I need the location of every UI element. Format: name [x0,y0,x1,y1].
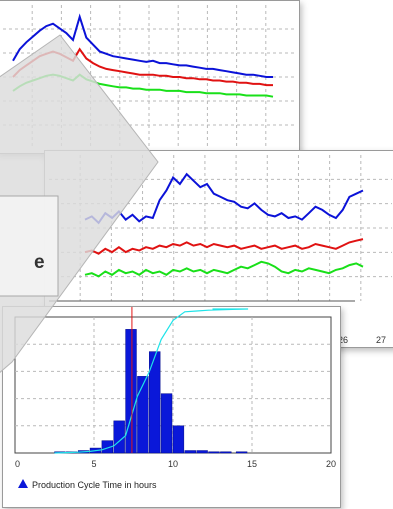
cycle-time-histogram: 0 5 10 15 20 Production Cycle Time in hours [2,306,341,508]
x-tick-label: 5 [91,459,96,469]
series-line-blue [12,13,273,78]
top-trend-plot [3,5,295,149]
x-tick-label: 27 [376,335,386,345]
histogram-bar [184,450,196,454]
histogram-plot: 0 5 10 15 20 Production Cycle Time in hours [14,307,336,490]
histogram-bar [208,451,220,454]
series-line-red [12,47,273,87]
x-tick-label: 20 [326,459,336,469]
histogram-bar [160,393,173,454]
x-tick-label: 15 [247,459,257,469]
legend-triangle-icon [18,479,28,488]
histogram-bar [125,329,137,454]
legend-label: Production Cycle Time in hours [32,480,157,490]
histogram-bar [235,451,248,454]
histogram-bar [196,450,208,454]
histogram-bar [113,420,125,454]
callout-text: e [34,252,45,273]
series-line-red [84,238,364,255]
histogram-bar [137,376,149,454]
histogram-bar [220,451,232,454]
x-tick-label: 0 [15,459,20,469]
series-line-blue [84,172,364,225]
series-line-green [12,73,274,98]
series-line-green [84,260,364,278]
x-tick-label: 26 [338,335,348,345]
top-trend-chart [0,0,300,154]
x-tick-label: 10 [168,459,178,469]
histogram-bar [172,425,185,454]
